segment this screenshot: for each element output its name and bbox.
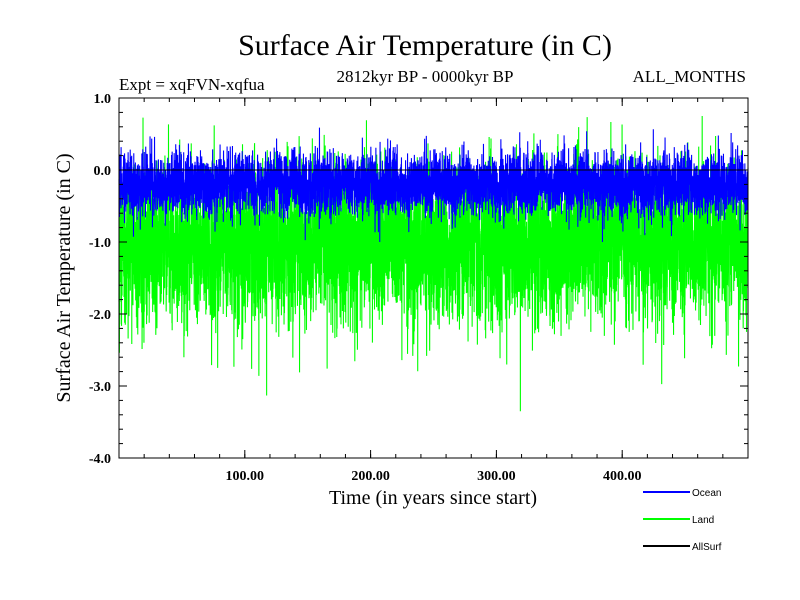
x-tick-label: 300.00 — [477, 469, 516, 484]
series-layer — [118, 115, 749, 412]
plot-frame — [118, 97, 749, 459]
axis-layer: 1.0 0.0 -1.0 -2.0 -3.0 -4.0 100.00 200.00 300.00… — [89, 92, 748, 484]
legend-label-allsurf: AllSurf — [692, 542, 722, 553]
y-axis-label: Surface Air Temperature (in C) — [53, 153, 75, 402]
x-tick-label: 100.00 — [226, 469, 265, 484]
y-tick-label: -2.0 — [89, 308, 111, 323]
x-tick-label: 200.00 — [351, 469, 390, 484]
y-tick-label: 0.0 — [94, 164, 112, 179]
x-tick-label: 400.00 — [603, 469, 642, 484]
chart-subtitle-left: Expt = xqFVN-xqfua — [119, 75, 265, 94]
legend-label-ocean: Ocean — [692, 488, 721, 499]
legend: Ocean Land AllSurf — [643, 488, 722, 553]
x-axis-label: Time (in years since start) — [329, 487, 537, 509]
y-tick-label: -4.0 — [89, 452, 111, 467]
y-tick-label: -1.0 — [89, 236, 111, 251]
y-tick-label: -3.0 — [89, 380, 111, 395]
chart-title: Surface Air Temperature (in C) — [238, 29, 612, 62]
y-tick-label: 1.0 — [94, 92, 112, 107]
chart-subtitle-center: 2812kyr BP - 0000kyr BP — [337, 67, 514, 86]
chart-subtitle-right: ALL_MONTHS — [633, 67, 746, 86]
legend-label-land: Land — [692, 515, 714, 526]
series-line-ocean — [118, 127, 749, 243]
series-line-land — [118, 115, 749, 412]
